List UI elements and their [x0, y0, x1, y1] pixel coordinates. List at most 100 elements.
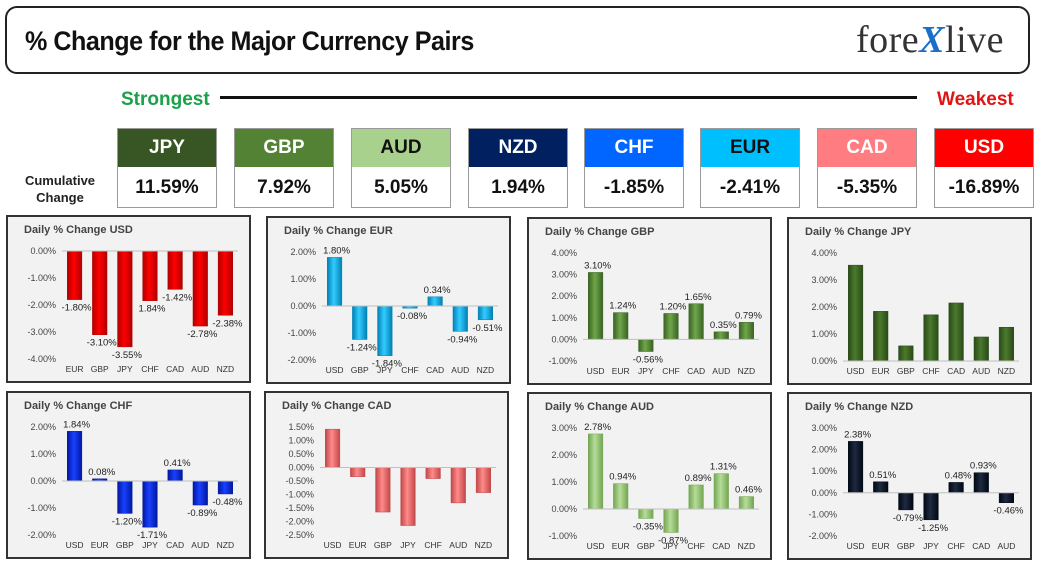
y-tick-label: -1.00% — [548, 531, 577, 541]
y-tick-label: -2.00% — [27, 300, 56, 310]
x-tick-label: EUR — [872, 541, 890, 551]
x-tick-label: NZD — [998, 366, 1015, 376]
strongest-label: Strongest — [121, 89, 210, 110]
cumulative-change-value: 5.05% — [352, 167, 450, 207]
x-tick-label: CAD — [972, 541, 990, 551]
x-tick-label: GBP — [91, 364, 109, 374]
y-tick-label: -1.00% — [27, 503, 56, 513]
bar-cad — [713, 473, 729, 510]
data-label: 2.38% — [844, 429, 871, 440]
y-tick-label: 1.00% — [811, 466, 837, 476]
x-tick-label: EUR — [91, 540, 109, 550]
bar-gbp — [117, 480, 133, 514]
bar-cad — [427, 296, 443, 307]
data-label: 1.24% — [609, 301, 636, 312]
bar-chf — [663, 313, 679, 340]
x-tick-label: AUD — [972, 366, 990, 376]
data-label: 1.31% — [710, 462, 737, 473]
bar-chf — [142, 250, 158, 301]
chart-title: Daily % Change GBP — [545, 226, 654, 238]
currency-box-aud: AUD 5.05% — [351, 128, 451, 208]
bar-cad — [167, 250, 183, 290]
bar-nzd — [477, 305, 493, 321]
bar-jpy — [923, 492, 939, 521]
x-tick-label: AUD — [712, 366, 730, 376]
bar-chf — [425, 467, 441, 479]
x-tick-label: EUR — [612, 366, 630, 376]
y-tick-label: -2.00% — [287, 355, 316, 365]
x-tick-label: EUR — [872, 366, 890, 376]
data-label: 1.65% — [685, 292, 712, 303]
y-tick-label: -2.00% — [808, 531, 837, 541]
x-tick-label: AUD — [997, 541, 1015, 551]
data-label: 2.78% — [584, 422, 611, 433]
bar-eur — [873, 311, 889, 362]
bar-gbp — [638, 508, 654, 519]
currency-code: USD — [935, 129, 1033, 167]
bar-gbp — [898, 492, 914, 511]
bar-nzd — [217, 250, 233, 316]
x-tick-label: NZD — [217, 364, 234, 374]
bar-nzd — [998, 327, 1014, 362]
bar-cad — [948, 302, 964, 362]
data-label: -0.35% — [633, 521, 664, 532]
bar-usd — [588, 272, 604, 340]
y-tick-label: 0.00% — [811, 488, 837, 498]
x-tick-label: AUD — [191, 540, 209, 550]
bar-eur — [873, 481, 889, 494]
data-label: 0.35% — [710, 320, 737, 331]
data-label: -2.38% — [212, 318, 243, 329]
y-tick-label: 1.00% — [551, 313, 577, 323]
bar-usd — [325, 428, 341, 468]
bar-aud — [998, 492, 1014, 503]
chart-svg: Daily % Change NZD 3.00% 2.00% 1.00% 0.00% -1… — [805, 401, 1024, 551]
y-tick-label: 3.00% — [551, 270, 577, 280]
x-tick-label: JPY — [377, 365, 393, 375]
bar-gbp — [375, 467, 391, 513]
x-tick-label: GBP — [637, 541, 655, 551]
y-tick-label: 0.00% — [30, 476, 56, 486]
x-tick-label: USD — [847, 541, 865, 551]
x-tick-label: JPY — [663, 541, 679, 551]
y-tick-label: 4.00% — [811, 248, 837, 258]
y-tick-label: -3.00% — [27, 327, 56, 337]
data-label: -1.42% — [162, 292, 193, 303]
currency-box-jpy: JPY 11.59% — [117, 128, 217, 208]
data-label: 0.48% — [945, 470, 972, 481]
x-tick-label: JPY — [400, 540, 416, 550]
currency-code: EUR — [701, 129, 799, 167]
logo-x-icon: X — [919, 19, 946, 61]
data-label: 0.79% — [735, 310, 762, 321]
strength-scale-line — [220, 96, 917, 99]
data-label: 1.84% — [63, 419, 90, 430]
bar-aud — [452, 305, 468, 332]
x-tick-label: CHF — [922, 366, 939, 376]
data-label: -1.71% — [137, 530, 168, 541]
x-tick-label: CHF — [401, 365, 418, 375]
x-tick-label: GBP — [374, 540, 392, 550]
x-tick-label: CHF — [947, 541, 964, 551]
bar-jpy — [638, 339, 654, 352]
x-tick-label: EUR — [612, 541, 630, 551]
cumulative-change-value: -1.85% — [585, 167, 683, 207]
x-tick-label: USD — [66, 540, 84, 550]
y-tick-label: -4.00% — [27, 354, 56, 364]
weakest-label: Weakest — [937, 89, 1014, 110]
x-tick-label: CAD — [712, 541, 730, 551]
bar-usd — [848, 264, 864, 362]
data-label: 3.10% — [584, 260, 611, 271]
x-tick-label: USD — [847, 366, 865, 376]
data-label: 0.41% — [164, 458, 191, 469]
y-tick-label: 1.00% — [551, 477, 577, 487]
data-label: 0.08% — [88, 467, 115, 478]
x-tick-label: NZD — [477, 365, 494, 375]
currency-code: NZD — [469, 129, 567, 167]
y-tick-label: 2.00% — [811, 445, 837, 455]
data-label: -0.79% — [893, 513, 924, 524]
bar-cad — [167, 469, 183, 482]
bar-usd — [67, 431, 83, 482]
x-tick-label: NZD — [475, 540, 492, 550]
x-tick-label: CHF — [424, 540, 441, 550]
x-tick-label: AUD — [191, 364, 209, 374]
x-tick-label: NZD — [738, 541, 755, 551]
